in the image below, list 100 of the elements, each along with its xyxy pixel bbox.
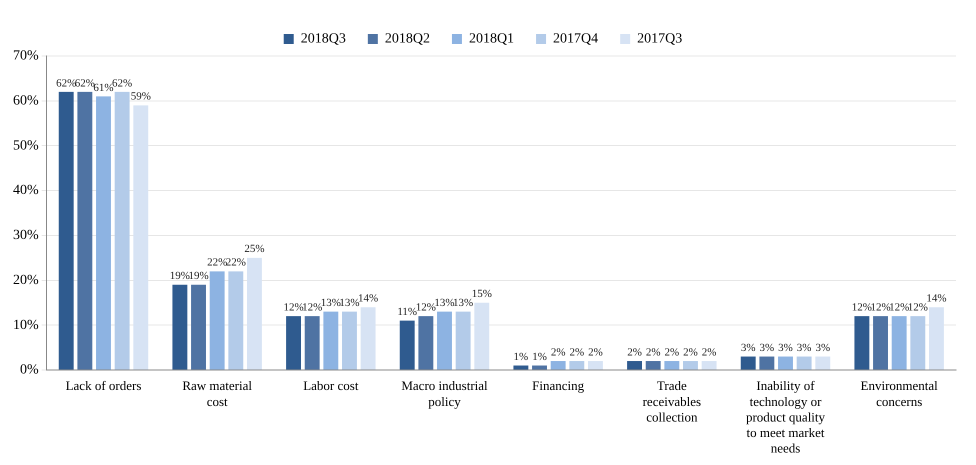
bar — [550, 361, 566, 370]
x-tick-label: Inability of technology or product quality to meet market needs — [746, 378, 826, 456]
data-label: 13% — [339, 297, 360, 310]
bar — [360, 307, 376, 370]
data-label: 25% — [244, 243, 265, 256]
legend-label: 2017Q4 — [553, 32, 598, 47]
data-label: 2% — [569, 346, 584, 358]
bar — [114, 92, 130, 370]
data-label: 1% — [532, 350, 547, 363]
bar — [588, 361, 603, 370]
bar — [854, 316, 870, 370]
data-label: 19% — [170, 270, 190, 282]
bar — [740, 356, 756, 370]
bar — [873, 316, 888, 370]
y-tick-label: 50% — [12, 138, 39, 154]
data-label: 2% — [664, 346, 680, 358]
bar — [646, 361, 661, 370]
bar — [58, 92, 74, 370]
data-label: 1% — [514, 350, 528, 363]
bar — [759, 356, 774, 370]
data-label: 11% — [397, 306, 418, 318]
bar — [228, 271, 244, 370]
data-label: 12% — [870, 302, 891, 314]
bar — [892, 316, 907, 370]
data-label: 62% — [56, 77, 76, 90]
legend-label: 2018Q3 — [300, 32, 346, 47]
data-label: 22% — [207, 256, 228, 269]
bar — [456, 312, 471, 370]
y-tick-label: 10% — [12, 318, 39, 333]
data-label: 62% — [112, 77, 132, 90]
data-label: 15% — [472, 288, 492, 300]
bar — [77, 92, 92, 370]
bar — [910, 316, 926, 370]
data-label: 22% — [226, 256, 246, 269]
y-tick-label: 0% — [20, 362, 39, 378]
bar — [96, 96, 111, 370]
bar — [928, 307, 944, 370]
x-tick-label: Macro industrial policy — [401, 378, 488, 409]
bar — [778, 356, 793, 370]
legend-label: 2018Q1 — [468, 32, 514, 47]
bar — [133, 105, 148, 370]
data-label: 2% — [588, 346, 603, 358]
bar — [400, 320, 415, 370]
bar — [172, 284, 188, 370]
bar — [437, 312, 452, 370]
x-tick-label: Labor cost — [303, 378, 359, 394]
bar — [286, 316, 302, 370]
y-tick-label: 70% — [12, 48, 39, 64]
y-tick-label: 30% — [12, 228, 39, 244]
data-label: 3% — [796, 342, 812, 354]
x-tick-label: Lack of orders — [66, 378, 142, 394]
x-tick-label: Financing — [532, 378, 585, 394]
data-label: 61% — [93, 82, 114, 94]
y-tick-label: 40% — [12, 183, 39, 198]
y-tick-label: 20% — [12, 272, 39, 288]
data-label: 3% — [778, 342, 793, 354]
data-label: 12% — [283, 302, 304, 314]
data-label: 19% — [188, 270, 209, 282]
x-tick-label: Raw material cost — [182, 378, 252, 409]
legend-label: 2018Q2 — [384, 32, 430, 47]
bar — [210, 271, 225, 370]
bar — [796, 356, 812, 370]
bar — [532, 366, 547, 370]
data-label: 2% — [683, 346, 698, 358]
data-label: 2% — [627, 346, 642, 358]
data-label: 12% — [302, 302, 322, 314]
data-label: 14% — [926, 292, 947, 305]
data-label: 2% — [702, 346, 716, 358]
y-tick-label: 60% — [12, 94, 39, 109]
data-label: 3% — [760, 342, 774, 354]
bar — [323, 312, 338, 370]
x-tick-label: Environmental concerns — [860, 378, 938, 409]
bar — [627, 361, 642, 370]
data-label: 14% — [358, 292, 378, 305]
legend-label: 2017Q3 — [637, 32, 682, 47]
bar — [474, 302, 490, 370]
data-label: 13% — [434, 297, 455, 310]
data-label: 13% — [320, 297, 341, 310]
data-label: 3% — [815, 342, 830, 354]
bar — [815, 356, 830, 370]
data-label: 12% — [889, 302, 910, 314]
bar — [246, 258, 262, 370]
bar — [702, 361, 717, 370]
bar — [569, 361, 584, 370]
bar — [513, 366, 528, 370]
bar — [664, 361, 680, 370]
data-label: 12% — [416, 302, 436, 314]
bar — [342, 312, 357, 370]
bar — [418, 316, 434, 370]
data-label: 59% — [130, 90, 151, 103]
bar — [191, 284, 206, 370]
x-tick-label: Trade receivables collection — [642, 378, 702, 424]
bar — [304, 316, 320, 370]
data-label: 12% — [852, 302, 872, 314]
bar — [683, 361, 698, 370]
data-label: 3% — [740, 342, 756, 354]
data-label: 13% — [453, 297, 474, 310]
data-label: 2% — [646, 346, 661, 358]
data-label: 12% — [908, 302, 928, 314]
data-label: 62% — [74, 77, 95, 90]
